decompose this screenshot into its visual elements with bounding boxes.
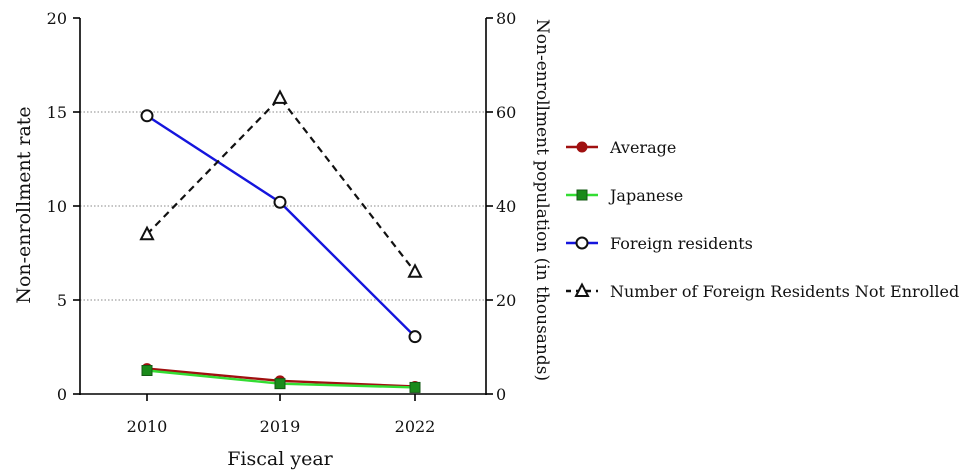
left-y-axis: 0 5 10 15 20: [47, 9, 81, 404]
data-point: [409, 381, 421, 393]
legend-marker: [576, 189, 588, 201]
x-tick-label: 2010: [127, 417, 168, 436]
series-line: [146, 96, 416, 273]
right-tick-label: 60: [496, 103, 516, 122]
legend: Average Japanese Foreign residents Number o…: [566, 138, 959, 301]
left-tick-label: 5: [57, 291, 67, 310]
legend-label: Average: [609, 138, 676, 157]
data-point: [273, 195, 287, 209]
legend-marker: [576, 141, 588, 153]
legend-marker: [575, 236, 589, 250]
data-point: [408, 330, 422, 344]
left-tick-label: 0: [57, 385, 67, 404]
data-point: [407, 263, 423, 278]
data-point: [140, 109, 154, 123]
right-tick-label: 80: [496, 9, 516, 28]
data-point: [272, 89, 288, 104]
right-y-axis-title: Non-enrollment population (in thousands): [532, 19, 552, 381]
series-line: [146, 114, 416, 338]
legend-label: Japanese: [608, 186, 683, 205]
left-y-axis-title: Non-enrollment rate: [13, 106, 35, 303]
right-tick-label: 20: [496, 291, 516, 310]
legend-label: Foreign residents: [610, 234, 753, 253]
data-point: [274, 378, 286, 390]
right-tick-label: 0: [496, 385, 506, 404]
x-axis: 2010 2019 2022: [80, 393, 486, 436]
data-point: [139, 225, 155, 241]
left-tick-label: 20: [47, 9, 67, 28]
x-tick-label: 2022: [395, 417, 436, 436]
left-tick-label: 15: [47, 103, 67, 122]
data-point: [141, 365, 153, 376]
left-tick-label: 10: [47, 197, 67, 216]
legend-label: Number of Foreign Residents Not Enrolled: [610, 282, 959, 301]
legend-marker: [574, 282, 590, 297]
right-tick-label: 40: [496, 197, 516, 216]
x-tick-label: 2019: [260, 417, 301, 436]
plot-series: [139, 89, 423, 393]
x-axis-title: Fiscal year: [227, 448, 333, 470]
right-y-axis: 0 20 40 60 80: [485, 9, 516, 404]
